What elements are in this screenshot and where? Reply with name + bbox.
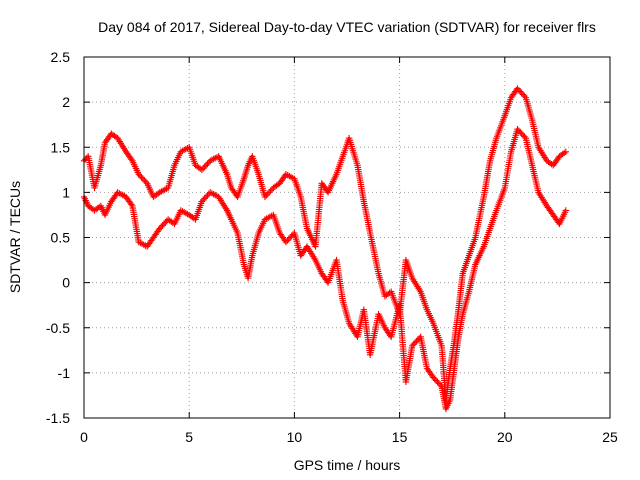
data-point: [514, 126, 521, 133]
interpolated-point: [154, 190, 162, 197]
y-tick-label: 0: [62, 275, 70, 291]
series-marks: [80, 85, 570, 413]
interpolated-point: [200, 196, 207, 204]
y-tick-label: 1.5: [51, 139, 71, 155]
interpolated-point: [267, 187, 274, 195]
y-tick-labels: -1.5 -1 -0.5 0 0.5 1 1.5 2 2.5: [46, 49, 70, 426]
y-tick-label: 2: [62, 94, 70, 110]
interpolated-point: [202, 193, 210, 201]
interpolated-point: [159, 222, 166, 229]
interpolated-point: [139, 175, 147, 183]
interpolated-point: [201, 163, 208, 171]
y-tick-label: -1.5: [46, 410, 70, 426]
interpolated-point: [561, 149, 568, 157]
interpolated-point: [201, 195, 208, 202]
data-point: [156, 225, 163, 232]
grid-lines: [84, 57, 610, 418]
data-point: [514, 85, 521, 92]
x-tick-label: 5: [185, 429, 193, 445]
data-point: [562, 148, 570, 155]
interpolated-point: [265, 189, 273, 196]
interpolated-point: [82, 156, 89, 163]
x-tick-label: 25: [602, 429, 618, 445]
y-tick-label: -1: [58, 365, 71, 381]
interpolated-point: [284, 237, 291, 244]
interpolated-point: [200, 165, 207, 172]
data-point: [198, 198, 206, 205]
data-point: [135, 171, 142, 178]
series-2: [80, 85, 570, 404]
x-tick-labels: 0 5 10 15 20 25: [80, 429, 618, 445]
interpolated-point: [434, 378, 441, 386]
x-tick-label: 10: [287, 429, 303, 445]
interpolated-point: [435, 380, 443, 387]
data-point: [562, 207, 570, 214]
data-point: [409, 342, 416, 349]
series-1: [80, 126, 570, 413]
interpolated-point: [431, 375, 438, 383]
axis-ticks: [83, 56, 611, 419]
x-axis-label: GPS time / hours: [294, 457, 401, 473]
interpolated-point: [128, 201, 135, 208]
x-tick-label: 15: [392, 429, 408, 445]
y-axis-label: SDTVAR / TECUs: [7, 181, 23, 293]
interpolated-point: [160, 220, 168, 228]
interpolated-point: [204, 160, 211, 167]
data-point: [261, 193, 269, 201]
interpolated-point: [263, 192, 270, 199]
interpolated-point: [414, 336, 422, 343]
interpolated-point: [141, 177, 148, 184]
data-point: [430, 374, 437, 381]
interpolated-point: [204, 192, 211, 199]
interpolated-point: [518, 130, 525, 137]
interpolated-point: [519, 132, 527, 139]
data-point: [198, 166, 206, 174]
interpolated-point: [202, 162, 210, 169]
y-tick-label: 1: [62, 184, 70, 200]
interpolated-point: [521, 133, 528, 140]
interpolated-point: [518, 89, 525, 97]
interpolated-point: [515, 86, 523, 94]
interpolated-point: [286, 234, 294, 241]
y-tick-label: 0.5: [51, 230, 71, 246]
interpolated-point: [142, 178, 149, 186]
interpolated-point: [138, 174, 145, 181]
interpolated-point: [517, 88, 524, 95]
interpolated-point: [519, 91, 527, 98]
interpolated-point: [521, 92, 528, 100]
interpolated-point: [136, 172, 144, 180]
chart-title: Day 084 of 2017, Sidereal Day-to-day VTE…: [98, 19, 596, 35]
interpolated-point: [288, 232, 295, 240]
x-tick-label: 0: [80, 429, 88, 445]
interpolated-point: [517, 129, 524, 136]
interpolated-point: [410, 341, 417, 348]
interpolated-point: [128, 156, 135, 163]
interpolated-point: [515, 127, 523, 134]
y-tick-label: -0.5: [46, 320, 70, 336]
plot-frame: [83, 56, 611, 419]
interpolated-point: [264, 190, 271, 198]
interpolated-point: [411, 339, 419, 346]
x-tick-label: 20: [497, 429, 513, 445]
interpolated-point: [285, 235, 292, 243]
interpolated-point: [157, 223, 165, 231]
interpolated-point: [162, 219, 169, 226]
interpolated-point: [432, 377, 440, 384]
y-tick-label: 2.5: [51, 49, 71, 65]
data-point: [282, 238, 290, 246]
